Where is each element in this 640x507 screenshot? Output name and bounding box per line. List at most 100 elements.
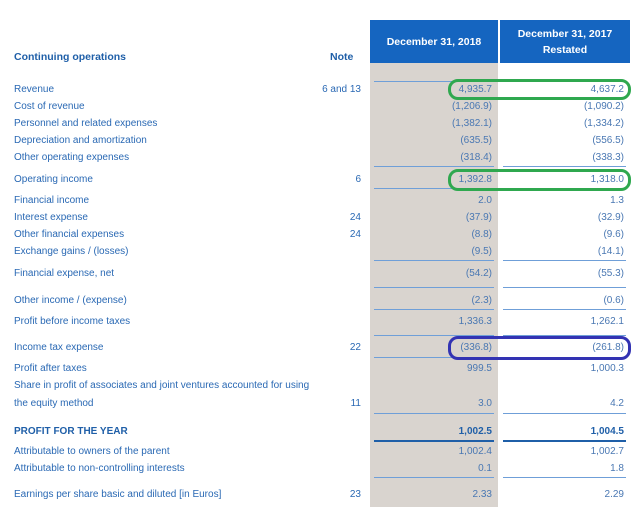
row-label: Cost of revenue — [14, 101, 85, 112]
revenue-highlight-oval — [448, 79, 631, 100]
value-2018: 2.0 — [478, 195, 492, 206]
value-2017: 1.3 — [610, 195, 624, 206]
value-2018: (9.5) — [471, 246, 492, 257]
table-row: the equity method 11 3.0 4.2 — [0, 397, 640, 411]
row-label: Profit before income taxes — [14, 316, 131, 327]
value-2018: 1,002.4 — [458, 446, 492, 457]
table-row: Interest expense 24 (37.9) (32.9) — [0, 211, 640, 225]
row-note: 24 — [349, 212, 361, 223]
value-2017: 4,637.2 — [590, 84, 624, 95]
table-row: Other operating expenses (318.4) (338.3) — [0, 151, 640, 165]
table-row: Profit after taxes 999.5 1,000.3 — [0, 362, 640, 376]
row-label: Profit after taxes — [14, 363, 87, 374]
value-2018: (37.9) — [465, 212, 492, 223]
table-row: Depreciation and amortization (635.5) (5… — [0, 134, 640, 148]
value-2018: (54.2) — [465, 268, 492, 279]
value-2018: 999.5 — [466, 363, 492, 374]
operating-income-highlight-oval — [448, 169, 631, 191]
value-2017: 1,000.3 — [590, 363, 624, 374]
row-label: Operating income — [14, 174, 93, 185]
value-2018: 1,336.3 — [458, 316, 492, 327]
table-row: Exchange gains / (losses) (9.5) (14.1) — [0, 245, 640, 259]
table-row-total: PROFIT FOR THE YEAR 1,002.5 1,004.5 — [0, 425, 640, 439]
value-2017: (32.9) — [597, 212, 624, 223]
divider — [374, 287, 494, 288]
column-header-2018: December 31, 2018 — [370, 20, 498, 63]
value-2018: 1,002.5 — [458, 426, 492, 437]
value-2018: (635.5) — [460, 135, 492, 146]
value-2018: (1,382.1) — [451, 118, 492, 129]
row-label: the equity method — [14, 398, 94, 409]
row-note: 6 and 13 — [322, 84, 361, 95]
column-2018-background — [370, 63, 498, 507]
value-2018: 2.33 — [472, 489, 492, 500]
divider — [503, 477, 626, 478]
divider — [374, 413, 494, 414]
value-2017: (556.5) — [592, 135, 624, 146]
column-header-2018-label: December 31, 2018 — [386, 35, 482, 48]
table-row: Attributable to owners of the parent 1,0… — [0, 445, 640, 459]
divider — [503, 260, 626, 261]
value-2017: (261.8) — [592, 342, 624, 353]
value-2017: 1.8 — [610, 463, 624, 474]
divider — [374, 81, 494, 82]
value-2017: 1,002.7 — [590, 446, 624, 457]
divider — [374, 357, 494, 358]
divider — [503, 166, 626, 167]
row-label: Other operating expenses — [14, 152, 130, 163]
divider — [374, 477, 494, 478]
divider — [374, 260, 494, 261]
value-2017: (1,090.2) — [583, 101, 624, 112]
table-row: Profit before income taxes 1,336.3 1,262… — [0, 315, 640, 329]
table-row: Other income / (expense) (2.3) (0.6) — [0, 294, 640, 308]
value-2018: 1,392.8 — [458, 174, 492, 185]
row-label: Depreciation and amortization — [14, 135, 147, 146]
table-row: Financial expense, net (54.2) (55.3) — [0, 267, 640, 281]
table-row: Cost of revenue (1,206.9) (1,090.2) — [0, 100, 640, 114]
row-label: Earnings per share basic and diluted [in… — [14, 489, 222, 500]
row-label: Exchange gains / (losses) — [14, 246, 129, 257]
value-2017: 1,262.1 — [590, 316, 624, 327]
value-2017: 1,318.0 — [590, 174, 624, 185]
divider — [374, 166, 494, 167]
column-header-2017-date: December 31, 2017 — [517, 27, 613, 40]
column-header-2017-restated: Restated — [542, 43, 588, 56]
value-2017: 2.29 — [604, 489, 624, 500]
row-note: 11 — [350, 398, 361, 409]
row-label: Attributable to owners of the parent — [14, 446, 170, 457]
value-2018: (8.8) — [471, 229, 492, 240]
table-row: Personnel and related expenses (1,382.1)… — [0, 117, 640, 131]
table-row: Attributable to non-controlling interest… — [0, 462, 640, 476]
table-row: Earnings per share basic and diluted [in… — [0, 488, 640, 502]
row-label: Attributable to non-controlling interest… — [14, 463, 185, 474]
row-label: Share in profit of associates and joint … — [14, 380, 310, 391]
value-2018: 3.0 — [478, 398, 492, 409]
divider-total — [374, 440, 494, 442]
row-label: Personnel and related expenses — [14, 118, 158, 129]
value-2018: 4,935.7 — [458, 84, 492, 95]
divider — [503, 413, 626, 414]
row-label: Financial expense, net — [14, 268, 115, 279]
row-note: 23 — [349, 489, 361, 500]
income-tax-highlight-oval — [448, 336, 631, 360]
value-2017: 4.2 — [610, 398, 624, 409]
value-2018: (2.3) — [471, 295, 492, 306]
value-2017: (338.3) — [592, 152, 624, 163]
row-note: 24 — [349, 229, 361, 240]
value-2017: (9.6) — [603, 229, 624, 240]
section-title: Continuing operations — [14, 51, 126, 63]
value-2017: (0.6) — [603, 295, 624, 306]
divider-total — [503, 440, 626, 442]
column-header-2017: December 31, 2017 Restated — [500, 20, 630, 63]
divider — [374, 335, 494, 336]
value-2017: (14.1) — [597, 246, 624, 257]
row-label: Other financial expenses — [14, 229, 125, 240]
row-note: 22 — [349, 342, 361, 353]
table-row: Other financial expenses 24 (8.8) (9.6) — [0, 228, 640, 242]
row-label: Income tax expense — [14, 342, 104, 353]
divider — [374, 188, 494, 189]
value-2017: 1,004.5 — [590, 426, 624, 437]
value-2018: 0.1 — [478, 463, 492, 474]
row-note: 6 — [355, 174, 361, 185]
table-row: Financial income 2.0 1.3 — [0, 194, 640, 208]
